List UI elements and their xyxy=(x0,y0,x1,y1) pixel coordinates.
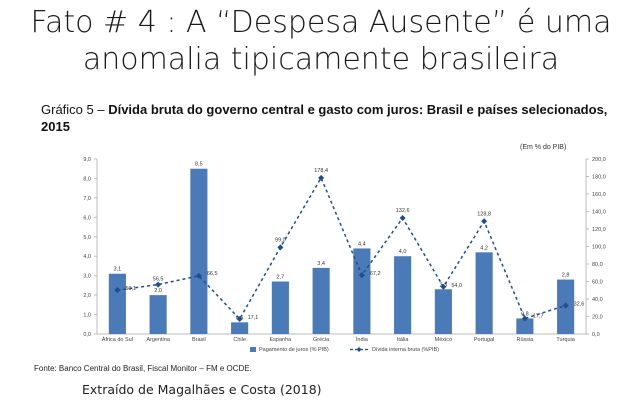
line-point xyxy=(155,281,162,288)
line-value-label: 178,4 xyxy=(314,168,328,174)
left-axis-tick-label: 4,0 xyxy=(83,254,91,260)
left-axis-tick-label: 8,0 xyxy=(83,176,91,182)
legend-label-line: Dívida interna bruta (%PIB) xyxy=(372,347,439,353)
legend-marker-line xyxy=(356,347,362,352)
right-axis-tick-label: 120,0 xyxy=(592,227,606,233)
x-axis-tick-label: Portugal xyxy=(474,337,495,343)
left-axis-tick-label: 0,0 xyxy=(83,332,91,338)
line-point xyxy=(195,272,202,279)
bar-value-label: 3,4 xyxy=(317,261,325,267)
right-axis-tick-label: 80,0 xyxy=(592,262,603,268)
bar-value-label: 0,8 xyxy=(521,311,529,317)
line-value-label: 132,6 xyxy=(396,208,410,214)
line-value-label: 50,1 xyxy=(125,286,136,292)
line-series xyxy=(117,176,566,321)
left-axis-tick-label: 5,0 xyxy=(83,235,91,241)
bar xyxy=(108,273,126,334)
right-axis-tick-label: 160,0 xyxy=(592,192,606,198)
x-axis-tick-label: Turquia xyxy=(556,337,575,343)
line-value-label: 56,5 xyxy=(153,277,164,283)
line-value-label: 67,2 xyxy=(370,271,381,277)
x-axis-tick-label: Grécia xyxy=(313,337,330,343)
chart-caption-prefix: Gráfico 5 – xyxy=(41,102,109,117)
right-axis-tick-label: 40,0 xyxy=(592,297,603,303)
line-value-label: 17,7 xyxy=(533,314,544,320)
credit-note: Extraído de Magalhães e Costa (2018) xyxy=(82,382,322,397)
right-axis-tick-label: 180,0 xyxy=(592,175,606,181)
bar-value-label: 3,1 xyxy=(114,267,122,273)
bar xyxy=(149,295,167,334)
line-point xyxy=(521,315,528,322)
chart-caption-title: Dívida bruta do governo central e gasto … xyxy=(41,102,608,134)
source-note: Fonte: Banco Central do Brasil, Fiscal M… xyxy=(34,364,252,373)
x-axis-tick-label: Índia xyxy=(356,336,369,343)
right-axis-tick-label: 0,0 xyxy=(592,332,600,338)
bar xyxy=(231,322,249,334)
left-axis-tick-label: 7,0 xyxy=(83,196,91,202)
bar-value-label: 4,4 xyxy=(358,241,366,247)
left-axis-tick-label: 3,0 xyxy=(83,274,91,280)
line-point xyxy=(277,244,284,251)
right-axis-tick-label: 100,0 xyxy=(592,245,606,251)
line-point xyxy=(236,316,243,323)
line-value-label: 66,5 xyxy=(207,271,218,277)
legend-swatch-bar xyxy=(250,347,256,352)
line-point xyxy=(358,272,365,279)
line-value-label: 99,0 xyxy=(275,237,286,243)
line-point xyxy=(114,287,121,294)
chart-caption: Gráfico 5 – Dívida bruta do governo cent… xyxy=(41,101,621,135)
slide-title: Fato # 4 : A “Despesa Ausente” é uma ano… xyxy=(0,4,642,78)
bar xyxy=(394,256,412,334)
x-axis-tick-label: Brasil xyxy=(192,337,206,343)
bar-value-label: 4,0 xyxy=(399,249,407,255)
bar xyxy=(312,267,330,334)
bar xyxy=(434,289,452,334)
line-point xyxy=(318,174,325,181)
x-axis-tick-label: México xyxy=(435,337,452,343)
bar-value-label: 2,7 xyxy=(277,275,285,281)
bar xyxy=(516,318,534,334)
left-axis-tick-label: 6,0 xyxy=(83,215,91,221)
right-axis-tick-label: 200,0 xyxy=(592,157,606,163)
x-axis-tick-label: Rússia xyxy=(516,337,534,343)
line-point xyxy=(562,302,569,309)
left-axis-tick-label: 2,0 xyxy=(83,293,91,299)
slide-title-line-2: anomalia tipicamente brasileira xyxy=(82,42,560,77)
bar-value-label: 4,2 xyxy=(480,245,488,251)
x-axis-tick-label: Argentina xyxy=(146,337,170,343)
line-value-label: 17,1 xyxy=(248,315,259,321)
line-value-label: 128,8 xyxy=(477,211,491,217)
left-axis-tick-label: 1,0 xyxy=(83,313,91,319)
right-axis-tick-label: 140,0 xyxy=(592,210,606,216)
right-axis-tick-label: 20,0 xyxy=(592,315,603,321)
right-axis-tick-label: 60,0 xyxy=(592,280,603,286)
bar xyxy=(353,248,371,334)
left-axis-tick-label: 9,0 xyxy=(83,157,91,163)
line-point xyxy=(440,283,447,290)
bar-value-label: 2,8 xyxy=(562,273,570,279)
slide-title-line-1: Fato # 4 : A “Despesa Ausente” é uma xyxy=(30,5,612,40)
x-axis-tick-label: Espanha xyxy=(270,337,293,343)
bar xyxy=(271,281,289,334)
bar xyxy=(190,168,208,334)
x-axis-tick-label: Itália xyxy=(397,337,410,343)
legend-label-bar: Pagamento de juros (% PIB) xyxy=(259,347,329,353)
bar xyxy=(475,252,493,334)
line-point xyxy=(399,214,406,221)
x-axis-tick-label: Chile xyxy=(233,337,246,343)
unit-note: (Em % do PIB) xyxy=(520,144,567,151)
bar-value-label: 8,5 xyxy=(195,162,203,168)
line-point xyxy=(481,218,488,225)
line-value-label: 32,6 xyxy=(574,301,585,307)
bar-value-label: 2,0 xyxy=(154,288,162,294)
x-axis-tick-label: África do Sul xyxy=(102,336,133,343)
line-value-label: 54,0 xyxy=(451,283,462,289)
